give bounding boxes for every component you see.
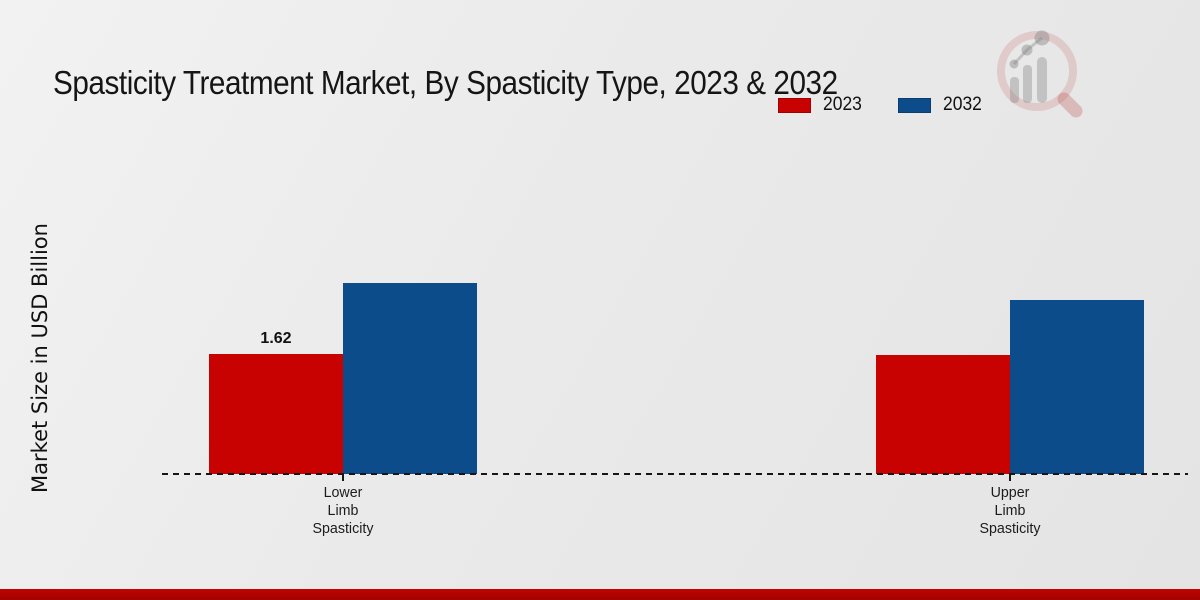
x-axis-category-label-upper-limb-spasticity: Upper Limb Spasticity <box>979 484 1041 537</box>
bar-2032-lower-limb-spasticity <box>343 283 477 474</box>
legend-item-2023: 2023 <box>778 94 865 116</box>
legend-label-2023: 2023 <box>823 94 862 115</box>
chart-title: Spasticity Treatment Market, By Spastici… <box>53 64 838 102</box>
bar-2023-upper-limb-spasticity <box>876 355 1010 474</box>
bar-value-label-2023-lower-limb-spasticity: 1.62 <box>260 330 292 347</box>
legend-item-2032: 2032 <box>898 94 985 116</box>
legend-swatch-2032 <box>898 97 932 113</box>
y-axis-label: Market Size in USD Billion <box>28 223 52 493</box>
x-axis-baseline <box>162 473 1188 475</box>
x-axis-tick-lower-limb-spasticity <box>342 475 344 481</box>
x-axis-tick-upper-limb-spasticity <box>1009 475 1011 481</box>
x-axis-category-label-lower-limb-spasticity: Lower Limb Spasticity <box>312 484 374 537</box>
footer-accent-bar <box>0 589 1200 600</box>
bar-2023-lower-limb-spasticity <box>209 354 343 474</box>
legend-label-2032: 2032 <box>943 94 983 115</box>
magnifier-bar-chart-logo <box>997 30 1083 118</box>
bar-2032-upper-limb-spasticity <box>1010 300 1144 474</box>
legend-swatch-2023 <box>778 97 811 113</box>
legend: 2023 2032 <box>778 94 986 116</box>
